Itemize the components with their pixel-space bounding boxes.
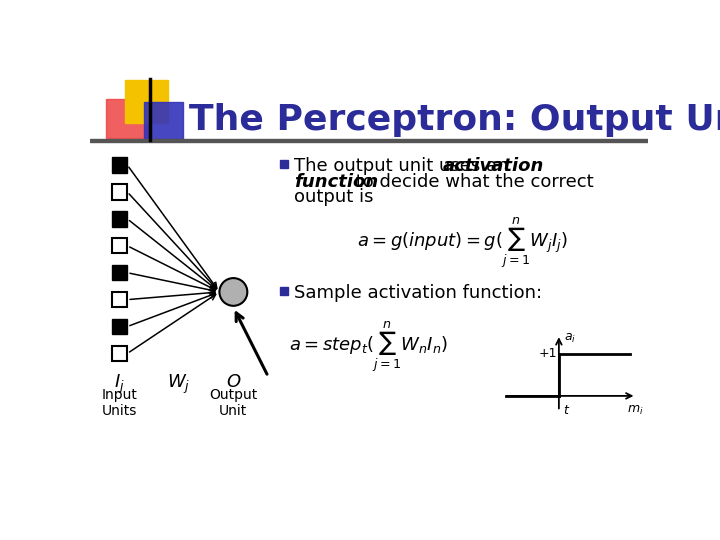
- Bar: [112, 157, 127, 173]
- Bar: [112, 292, 127, 307]
- Text: +1: +1: [539, 347, 557, 360]
- Text: function: function: [294, 173, 378, 191]
- Text: Input
Units: Input Units: [102, 388, 138, 418]
- Text: The output unit uses an: The output unit uses an: [294, 157, 514, 175]
- Bar: [112, 265, 127, 280]
- Text: $t$: $t$: [563, 403, 570, 416]
- Text: $W_j$: $W_j$: [168, 373, 191, 396]
- Text: to decide what the correct: to decide what the correct: [350, 173, 593, 191]
- Text: The Perceptron: Output Unit: The Perceptron: Output Unit: [189, 103, 720, 137]
- Bar: [125, 80, 168, 123]
- Text: $a = step_t(\sum_{j=1}^{n} W_n I_n)$: $a = step_t(\sum_{j=1}^{n} W_n I_n)$: [289, 319, 449, 374]
- Bar: [112, 184, 127, 200]
- Text: Output
Unit: Output Unit: [210, 388, 258, 418]
- Text: $I_j$: $I_j$: [114, 373, 125, 396]
- Bar: [106, 99, 148, 138]
- Text: activation: activation: [443, 157, 544, 175]
- Bar: [280, 159, 289, 168]
- Bar: [112, 238, 127, 253]
- Text: $a = g(input) = g(\sum_{j=1}^{n} W_j I_j)$: $a = g(input) = g(\sum_{j=1}^{n} W_j I_j…: [356, 215, 567, 269]
- Text: Sample activation function:: Sample activation function:: [294, 284, 542, 302]
- Bar: [280, 287, 289, 295]
- Text: output is: output is: [294, 188, 374, 206]
- Bar: [112, 211, 127, 226]
- Bar: [112, 319, 127, 334]
- Circle shape: [220, 278, 248, 306]
- Text: $m_i$: $m_i$: [627, 403, 644, 417]
- Bar: [90, 139, 648, 142]
- Text: $a_i$: $a_i$: [564, 332, 575, 345]
- Text: $O$: $O$: [225, 373, 241, 391]
- Bar: [144, 102, 183, 139]
- Bar: [112, 346, 127, 361]
